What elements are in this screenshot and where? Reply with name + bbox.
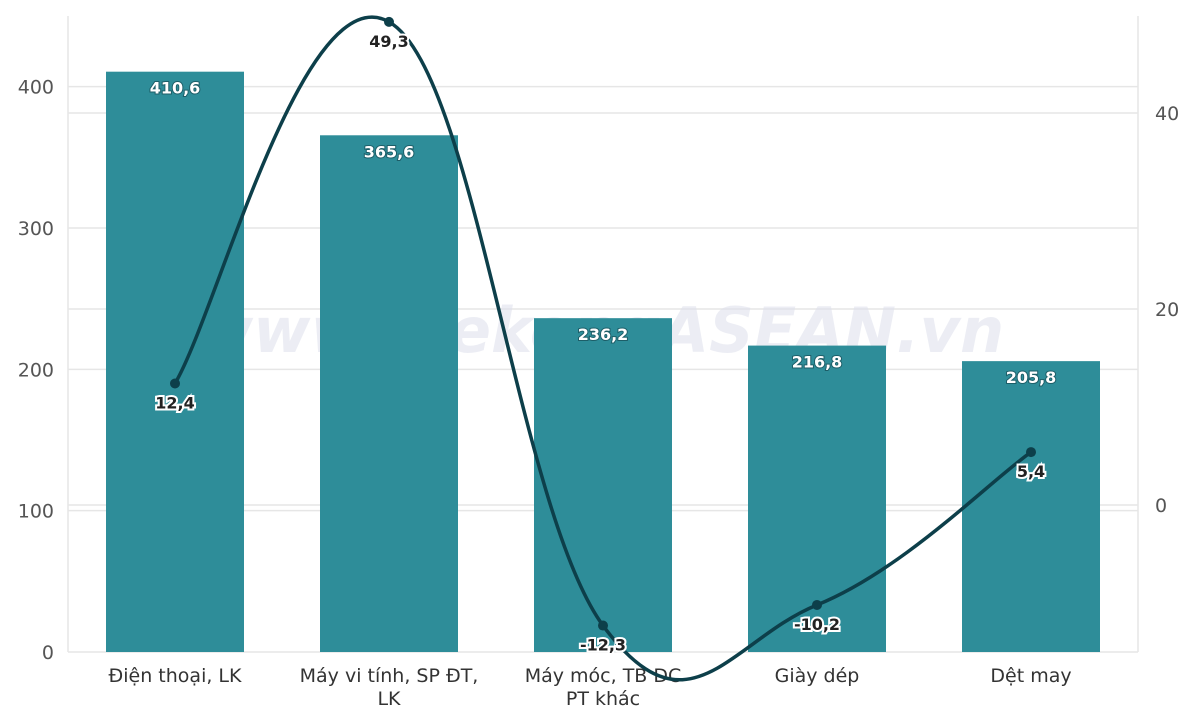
right-tick-label: 40 — [1155, 103, 1179, 125]
bar-value-label: 236,2 — [578, 325, 629, 344]
bar — [106, 71, 244, 653]
left-tick-label: 100 — [18, 501, 54, 523]
left-tick-label: 200 — [18, 359, 54, 381]
line-point — [170, 378, 180, 389]
bar-value-label: 365,6 — [364, 142, 415, 161]
right-tick-label: 0 — [1155, 495, 1167, 517]
line-point — [1026, 447, 1036, 458]
category-label: PT khác — [566, 688, 640, 710]
bar-value-label: 410,6 — [150, 79, 201, 98]
bar — [962, 361, 1100, 652]
bar-value-label: 205,8 — [1006, 368, 1057, 387]
left-tick-label: 0 — [42, 642, 54, 664]
category-label: Máy móc, TB DC — [525, 665, 682, 687]
category-label: LK — [377, 688, 401, 710]
bar — [534, 318, 672, 652]
category-label: Điện thoại, LK — [109, 665, 242, 687]
left-tick-label: 400 — [18, 77, 54, 99]
line-point — [384, 16, 394, 27]
line-value-label: -12,3 — [580, 636, 626, 655]
right-tick-label: 20 — [1155, 299, 1179, 321]
line-point — [598, 620, 608, 631]
line-value-label: 5,4 — [1017, 462, 1045, 481]
line-value-label: -10,2 — [794, 615, 840, 634]
bar — [320, 135, 458, 652]
category-label: Máy vi tính, SP ĐT, — [300, 665, 479, 687]
left-tick-label: 300 — [18, 218, 54, 240]
category-label: Dệt may — [990, 665, 1071, 687]
line-series — [173, 15, 1033, 682]
line-point — [812, 599, 822, 610]
line-value-label: 12,4 — [155, 393, 194, 412]
bar-value-label: 216,8 — [792, 353, 843, 372]
category-label: Giày dép — [775, 665, 860, 687]
line-value-label: 49,3 — [369, 32, 408, 51]
